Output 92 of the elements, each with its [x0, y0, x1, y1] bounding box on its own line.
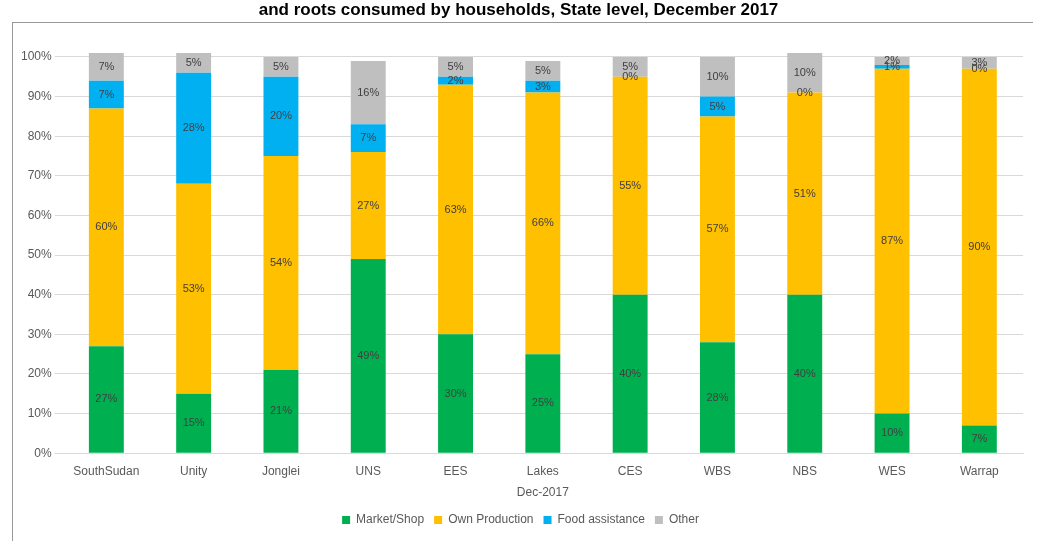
data-label: 53%	[182, 281, 205, 294]
y-tick-label: 80%	[27, 128, 53, 143]
x-tick-label: NBS	[792, 463, 818, 478]
data-label: 51%	[793, 186, 816, 199]
x-tick-label: Jonglei	[261, 463, 300, 478]
legend-label: Other	[668, 512, 699, 527]
y-tick-label: 100%	[20, 49, 53, 64]
bar	[874, 413, 910, 453]
data-label: 5%	[709, 99, 726, 112]
y-tick-label: 70%	[27, 168, 53, 183]
data-label: 57%	[706, 222, 729, 235]
y-tick-label: 30%	[27, 326, 53, 341]
bar	[438, 84, 474, 335]
data-label: 40%	[793, 366, 816, 379]
data-label: 28%	[706, 390, 729, 403]
data-label: 63%	[444, 202, 467, 215]
x-tick-label: WBS	[703, 463, 732, 478]
data-label: 5%	[534, 63, 552, 76]
x-tick-label: CES	[617, 463, 643, 478]
x-tick-label: WES	[878, 463, 906, 478]
bar	[612, 294, 648, 453]
bar	[88, 108, 124, 347]
bar	[525, 354, 561, 453]
y-tick-label: 90%	[27, 88, 53, 103]
data-label: 5%	[622, 59, 639, 72]
bar	[176, 183, 212, 394]
bar	[350, 60, 386, 125]
data-label: 7%	[98, 59, 115, 72]
bar	[699, 342, 735, 453]
y-tick-label: 50%	[27, 247, 53, 262]
legend-label: Food assistance	[557, 512, 646, 527]
x-tick-label: SouthSudan	[73, 463, 140, 478]
bar	[350, 259, 386, 453]
data-label: 66%	[531, 216, 555, 229]
bar	[438, 334, 474, 453]
bar	[787, 294, 823, 453]
data-label: 90%	[968, 240, 991, 253]
bar	[350, 152, 386, 260]
data-label: 3%	[534, 79, 552, 92]
x-tick-label: Warrap	[959, 463, 1000, 478]
bar	[88, 346, 124, 453]
data-label: 7%	[971, 432, 988, 445]
data-label: 54%	[269, 256, 293, 269]
bar	[961, 425, 997, 453]
data-label: 10%	[706, 69, 729, 82]
bar	[176, 393, 212, 453]
bar	[874, 68, 910, 414]
data-label: 5%	[272, 59, 290, 72]
data-label: 20%	[269, 109, 293, 122]
x-tick-label: EES	[443, 463, 468, 478]
data-label: 10%	[793, 65, 816, 78]
data-label: 2%	[447, 73, 464, 86]
data-label: 60%	[95, 220, 118, 233]
bar	[699, 116, 735, 343]
chart-title: and roots consumed by households, State level, December 2017	[257, 0, 780, 20]
x-tick-label: Lakes	[526, 463, 559, 478]
x-axis-title: Dec-2017	[516, 485, 570, 500]
bar	[263, 156, 299, 370]
bar	[88, 80, 124, 109]
x-tick-label: UNS	[355, 463, 381, 478]
data-label: 55%	[619, 178, 642, 191]
y-tick-label: 20%	[27, 366, 53, 381]
data-label: 5%	[185, 55, 202, 68]
data-label: 49%	[357, 348, 380, 361]
bar	[350, 124, 386, 153]
data-label: 21%	[269, 404, 293, 417]
legend-label: Own Production	[448, 512, 534, 527]
data-label: 27%	[95, 392, 118, 405]
data-label: 10%	[881, 426, 904, 439]
legend-label: Market/Shop	[356, 512, 425, 527]
data-label: 30%	[444, 386, 467, 399]
data-label: 87%	[881, 234, 904, 247]
y-tick-label: 60%	[27, 207, 53, 222]
bar	[699, 56, 735, 97]
data-label: 15%	[182, 416, 205, 429]
y-tick-label: 0%	[34, 445, 53, 460]
data-label: 25%	[531, 396, 555, 409]
x-tick-label: Unity	[179, 463, 208, 478]
data-label: 28%	[182, 121, 205, 134]
bar	[525, 92, 561, 355]
bar	[263, 76, 299, 157]
data-label: 7%	[360, 131, 377, 144]
y-tick-label: 40%	[27, 287, 53, 302]
data-label: 40%	[619, 366, 642, 379]
y-tick-label: 10%	[27, 405, 53, 420]
data-label: 16%	[357, 85, 380, 98]
bar	[176, 72, 212, 184]
data-label: 7%	[98, 87, 115, 100]
bar	[263, 369, 299, 453]
data-label: 5%	[447, 59, 464, 72]
bar	[88, 53, 124, 81]
data-label: 27%	[357, 198, 380, 211]
